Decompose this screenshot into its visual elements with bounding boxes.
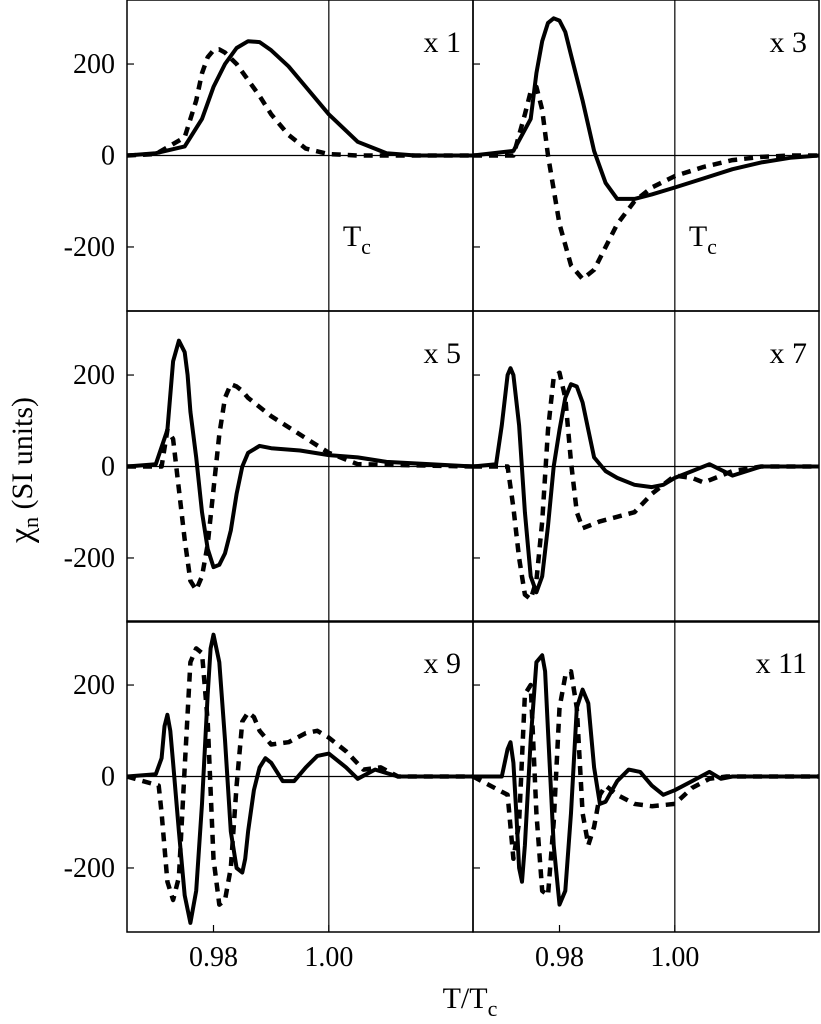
x-tick-label: 1.00 — [650, 942, 699, 973]
series-line-dashed — [127, 381, 474, 593]
panel-6: 0.98 1.00 x 11 — [471, 620, 820, 973]
x-axis-label-subscript: c — [488, 996, 498, 1021]
series-line-dashed — [126, 47, 473, 158]
series-line-solid — [473, 653, 819, 907]
series-line-solid — [472, 16, 820, 201]
series-line-solid — [472, 366, 819, 595]
panel-4: x 7 — [472, 310, 820, 623]
y-tick-label: -200 — [64, 543, 115, 574]
y-tick-label: 0 — [101, 762, 115, 793]
y-axis-label-subscript: n — [18, 517, 43, 528]
y-axis-label: χn (SI units) — [3, 397, 43, 544]
harmonic-annotation: x 9 — [424, 647, 462, 680]
panel-frame — [472, 620, 820, 933]
series-line-dashed — [126, 646, 473, 907]
x-tick-label: 0.98 — [189, 942, 238, 973]
y-axis-label-symbol: χ — [3, 528, 40, 544]
y-axis-label-units: (SI units) — [6, 397, 39, 517]
y-tick-label: 200 — [73, 360, 115, 391]
harmonic-annotation: x 5 — [424, 337, 462, 370]
series-line-dashed — [473, 370, 819, 602]
series-line-solid — [126, 338, 474, 570]
chart-panels: 200 0 -200 x 1 Tc x 3 Tc 200 0 -200 x 5 x 7 200 0 -200… — [64, 0, 820, 973]
tc-label: Tc — [343, 220, 371, 259]
x-axis-label: T/Tc — [443, 982, 498, 1021]
x-tick-label: 0.98 — [535, 942, 584, 973]
x-axis-label-main: T/T — [443, 982, 488, 1015]
y-tick-label: -200 — [64, 853, 115, 884]
y-tick-label: 0 — [101, 141, 115, 172]
harmonic-annotation: x 7 — [770, 337, 808, 370]
series-line-solid — [126, 632, 473, 925]
panel-2: x 3 Tc — [472, 0, 820, 312]
series-line-solid — [126, 39, 473, 158]
tc-label: Tc — [689, 220, 717, 259]
panel-5: 200 0 -200 0.98 1.00 x 9 — [64, 620, 474, 973]
panel-frame — [472, 310, 820, 623]
series-line-dashed — [471, 669, 819, 898]
y-tick-label: 200 — [73, 49, 115, 80]
panel-1: 200 0 -200 x 1 Tc — [64, 0, 474, 312]
panel-3: 200 0 -200 x 5 — [64, 310, 474, 623]
series-line-dashed — [473, 84, 819, 282]
y-tick-label: -200 — [64, 232, 115, 263]
y-tick-label: 0 — [101, 452, 115, 483]
x-tick-label: 1.00 — [304, 942, 353, 973]
harmonic-annotation: x 3 — [770, 26, 808, 59]
y-tick-label: 200 — [73, 670, 115, 701]
harmonic-annotation: x 1 — [424, 26, 462, 59]
harmonic-annotation: x 11 — [756, 647, 807, 680]
